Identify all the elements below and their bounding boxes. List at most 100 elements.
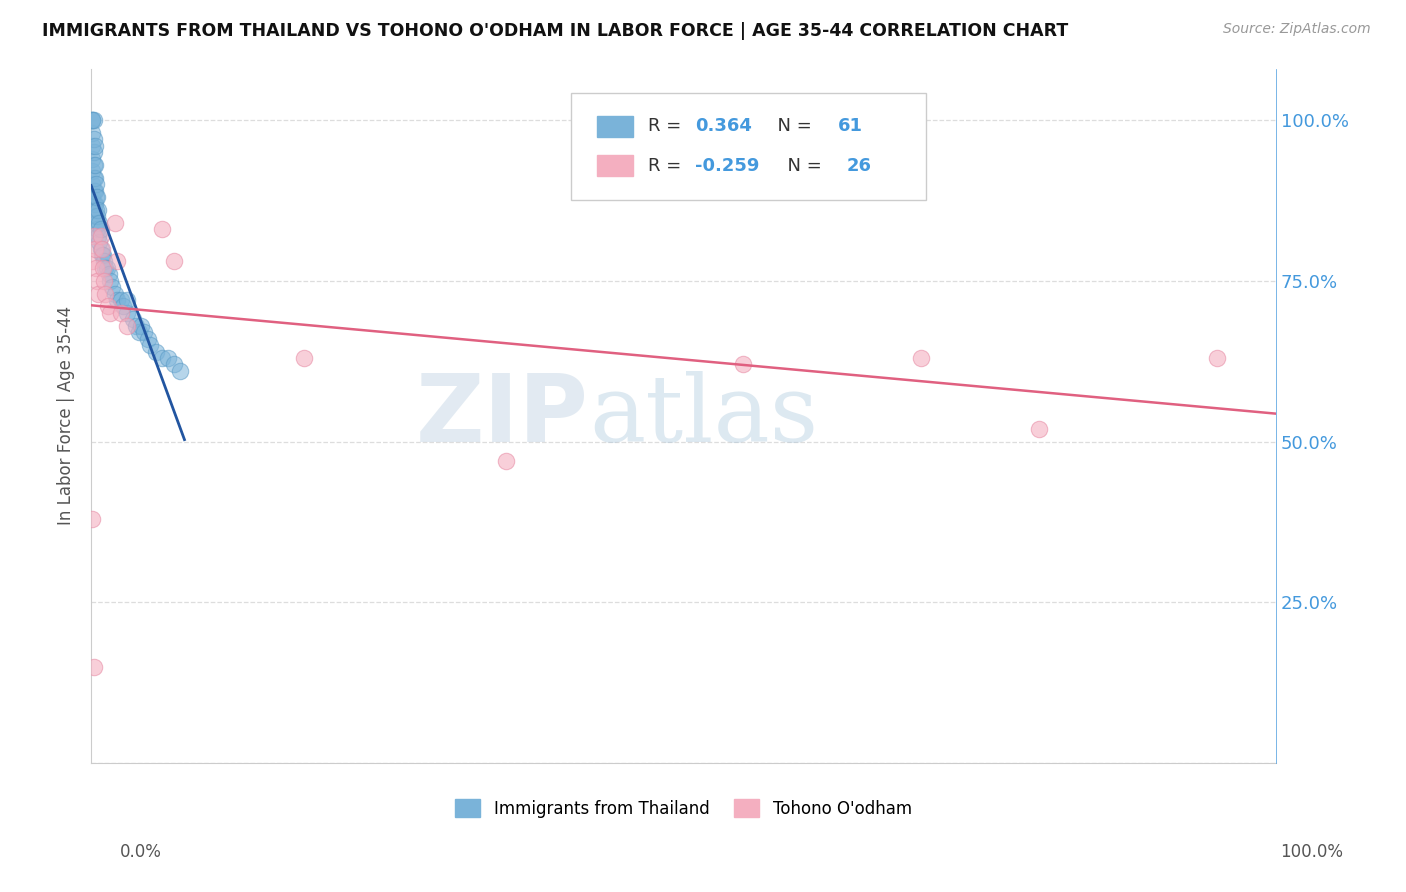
Point	[136, 332, 159, 346]
Point	[89, 235, 111, 249]
Point	[91, 260, 114, 275]
FancyBboxPatch shape	[571, 93, 927, 201]
Point	[83, 158, 105, 172]
Point	[83, 158, 105, 172]
Point	[129, 318, 152, 333]
Point	[90, 228, 112, 243]
Point	[115, 306, 138, 320]
Point	[89, 216, 111, 230]
Text: 100.0%: 100.0%	[1279, 843, 1343, 861]
Point	[94, 260, 117, 275]
Point	[87, 202, 110, 217]
Point	[90, 248, 112, 262]
Point	[90, 222, 112, 236]
Point	[163, 254, 186, 268]
Point	[125, 318, 148, 333]
Point	[82, 512, 104, 526]
Point	[82, 152, 104, 166]
Point	[83, 242, 105, 256]
Point	[910, 351, 932, 365]
Point	[163, 357, 186, 371]
Text: Source: ZipAtlas.com: Source: ZipAtlas.com	[1223, 22, 1371, 37]
Text: 0.364: 0.364	[696, 117, 752, 136]
Bar	[598, 155, 633, 177]
Point	[83, 145, 105, 160]
Point	[84, 202, 107, 217]
Point	[82, 178, 104, 192]
Point	[150, 222, 173, 236]
Text: N =: N =	[766, 117, 818, 136]
Point	[84, 216, 107, 230]
Point	[91, 248, 114, 262]
Point	[82, 112, 104, 127]
Point	[115, 293, 138, 307]
Point	[83, 170, 105, 185]
Point	[83, 210, 105, 224]
Point	[83, 138, 105, 153]
Point	[731, 357, 754, 371]
Text: 26: 26	[846, 157, 872, 175]
Point	[1028, 422, 1050, 436]
Point	[110, 306, 132, 320]
Point	[121, 312, 143, 326]
Point	[84, 178, 107, 192]
Point	[82, 138, 104, 153]
Point	[157, 351, 180, 365]
Point	[98, 306, 121, 320]
Point	[97, 300, 120, 314]
Point	[83, 170, 105, 185]
Point	[86, 210, 108, 224]
Point	[82, 126, 104, 140]
Point	[82, 190, 104, 204]
Point	[98, 274, 121, 288]
Point	[83, 112, 105, 127]
Bar	[598, 116, 633, 136]
Point	[110, 293, 132, 307]
Point	[97, 268, 120, 282]
Point	[105, 293, 128, 307]
Point	[104, 286, 127, 301]
Text: R =: R =	[648, 117, 688, 136]
Point	[93, 254, 115, 268]
Legend: Immigrants from Thailand, Tohono O'odham: Immigrants from Thailand, Tohono O'odham	[449, 793, 918, 824]
Point	[86, 274, 108, 288]
Point	[83, 228, 105, 243]
Point	[93, 274, 115, 288]
Point	[83, 184, 105, 198]
Point	[94, 286, 117, 301]
Point	[87, 286, 110, 301]
Text: N =: N =	[776, 157, 828, 175]
Point	[134, 325, 156, 339]
Point	[101, 280, 124, 294]
Point	[83, 659, 105, 673]
Point	[145, 344, 167, 359]
Point	[86, 222, 108, 236]
Point	[86, 190, 108, 204]
Point	[1205, 351, 1227, 365]
Point	[83, 196, 105, 211]
Point	[105, 254, 128, 268]
Point	[112, 300, 135, 314]
Point	[169, 364, 191, 378]
Text: R =: R =	[648, 157, 688, 175]
Text: -0.259: -0.259	[696, 157, 759, 175]
Point	[83, 184, 105, 198]
Point	[90, 242, 112, 256]
Point	[83, 196, 105, 211]
Point	[87, 228, 110, 243]
Point	[104, 216, 127, 230]
Point	[495, 454, 517, 468]
Point	[90, 242, 112, 256]
Point	[139, 338, 162, 352]
Point	[294, 351, 316, 365]
Point	[150, 351, 173, 365]
Y-axis label: In Labor Force | Age 35-44: In Labor Force | Age 35-44	[58, 306, 75, 525]
Point	[96, 260, 118, 275]
Text: 0.0%: 0.0%	[120, 843, 162, 861]
Point	[82, 254, 104, 268]
Text: 61: 61	[838, 117, 862, 136]
Text: ZIP: ZIP	[416, 370, 589, 462]
Point	[84, 190, 107, 204]
Text: atlas: atlas	[589, 371, 818, 461]
Text: IMMIGRANTS FROM THAILAND VS TOHONO O'ODHAM IN LABOR FORCE | AGE 35-44 CORRELATIO: IMMIGRANTS FROM THAILAND VS TOHONO O'ODH…	[42, 22, 1069, 40]
